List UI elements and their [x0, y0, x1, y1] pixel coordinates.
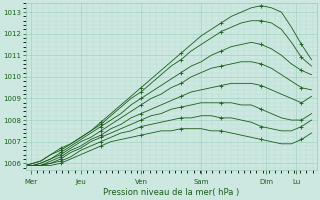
- X-axis label: Pression niveau de la mer( hPa ): Pression niveau de la mer( hPa ): [103, 188, 239, 197]
